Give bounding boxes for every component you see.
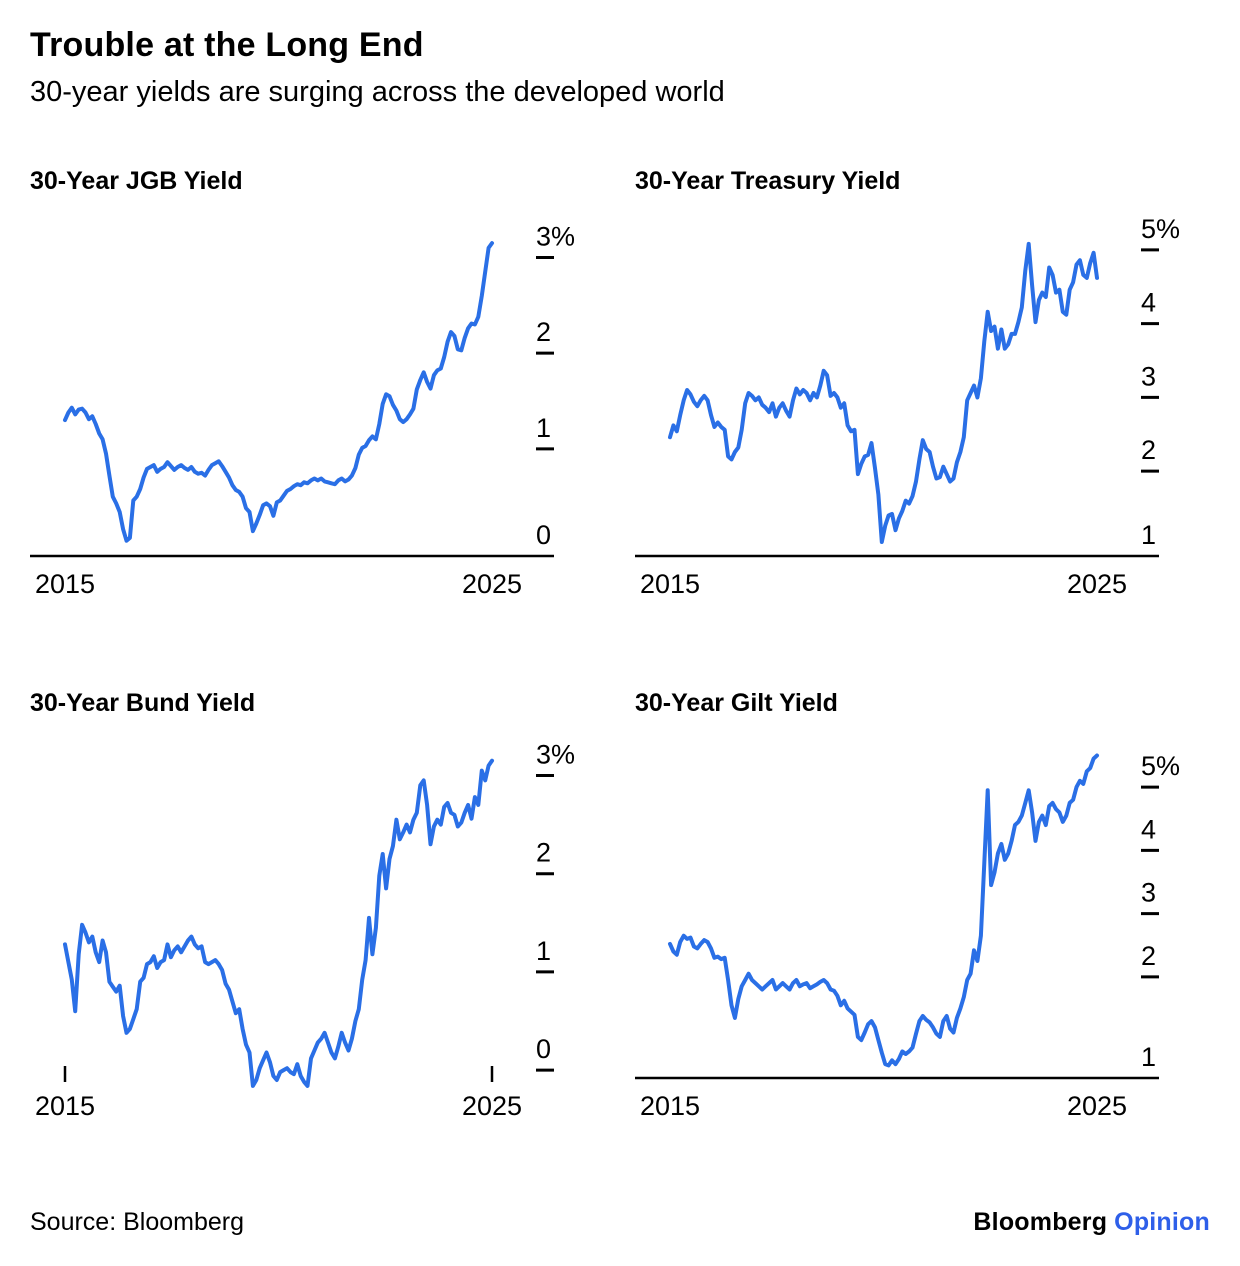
y-tick-label: 1 [536,936,551,966]
chart-panel-jgb: 30-Year JGB Yield 3% 2 1 0 2015 2025 [30,166,605,608]
x-tick-label: 2015 [640,569,700,599]
chart-title-gilt: 30-Year Gilt Yield [635,688,838,717]
y-tick-label: 4 [1141,814,1156,844]
line-chart-gilt: 5% 4 3 2 1 2015 2025 [635,751,1180,1121]
y-tick-label: 5% [1141,214,1180,244]
x-tick-label: 2025 [462,1091,522,1121]
y-tick-label: 1 [536,413,551,443]
y-tick-label: 2 [536,317,551,347]
x-tick-label: 2025 [1067,569,1127,599]
source-text: Source: Bloomberg [30,1207,245,1236]
charts-grid: 30-Year JGB Yield 3% 2 1 0 2015 2025 30-Year … [30,166,1210,1130]
y-tick-label: 5% [1141,751,1180,781]
x-tick-label: 2025 [1067,1091,1127,1121]
y-tick-label: 1 [1141,1042,1156,1072]
chart-title-jgb: 30-Year JGB Yield [30,166,243,195]
x-tick-label: 2025 [462,569,522,599]
chart-title-bund: 30-Year Bund Yield [30,688,256,717]
yield-line [63,240,494,543]
y-tick-label: 3% [536,221,575,251]
y-tick-label: 0 [536,520,551,550]
y-tick-label: 2 [536,838,551,868]
chart-title-treasury: 30-Year Treasury Yield [635,166,901,195]
bloomberg-opinion-logo: Bloomberg Opinion [973,1208,1210,1237]
logo-brand: Bloomberg [973,1207,1108,1236]
yield-line [668,241,1099,544]
y-tick-label: 1 [1141,520,1156,550]
logo-suffix: Opinion [1114,1207,1210,1236]
page-subtitle: 30-year yields are surging across the de… [30,76,725,109]
chart-panel-treasury: 30-Year Treasury Yield 5% 4 3 2 1 2015 2025 [635,166,1210,608]
line-chart-bund: 3% 2 1 0 2015 2025 [35,739,575,1121]
y-tick-label: 3 [1141,361,1156,391]
y-tick-label: 3 [1141,877,1156,907]
chart-panel-gilt: 30-Year Gilt Yield 5% 4 3 2 1 2015 2025 [635,688,1210,1130]
x-tick-label: 2015 [640,1091,700,1121]
line-chart-jgb: 3% 2 1 0 2015 2025 [30,221,575,599]
footer: Source: Bloomberg Bloomberg Opinion [30,1208,1210,1237]
yield-line [668,753,1099,1068]
line-chart-treasury: 5% 4 3 2 1 2015 2025 [635,214,1180,599]
yield-line [63,758,494,1088]
y-tick-label: 4 [1141,287,1156,317]
page-title: Trouble at the Long End [30,26,424,64]
y-tick-label: 2 [1141,941,1156,971]
y-tick-label: 0 [536,1034,551,1064]
y-tick-label: 3% [536,739,575,769]
y-tick-label: 2 [1141,435,1156,465]
chart-panel-bund: 30-Year Bund Yield 3% 2 1 0 2015 2025 [30,688,605,1130]
x-tick-label: 2015 [35,569,95,599]
x-tick-label: 2015 [35,1091,95,1121]
